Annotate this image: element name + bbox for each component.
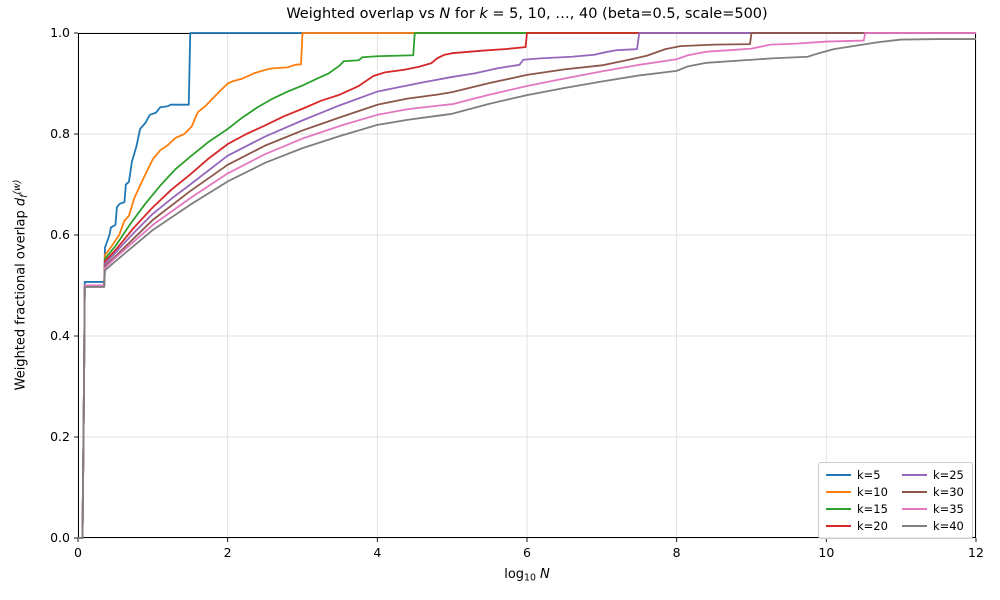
legend-label: k=25 — [932, 468, 964, 482]
legend-item-k-10: k=10 — [826, 485, 888, 499]
chart-title-segment: Weighted overlap vs — [286, 6, 440, 22]
x-tick-label: 2 — [223, 545, 232, 560]
legend-line-sample — [826, 490, 851, 494]
x-tick-label: 4 — [373, 545, 382, 560]
series-line-k-40 — [78, 38, 976, 539]
legend-label: k=20 — [857, 519, 888, 533]
chart-title-segment: = 5, 10, …, 40 (beta=0.5, scale=500) — [487, 6, 768, 22]
legend-label: k=15 — [857, 502, 888, 516]
y-axis-label-segment: Weighted fractional overlap — [13, 206, 29, 391]
legend-line-sample — [901, 507, 927, 511]
legend-item-k-15: k=15 — [826, 502, 888, 516]
y-axis-label-segment: f — [18, 194, 30, 198]
y-axis-label: Weighted fractional overlap df(w) — [12, 180, 30, 391]
y-tick-label: 1.0 — [50, 25, 70, 40]
y-axis-label-segment: (w) — [12, 179, 24, 195]
legend-label: k=10 — [857, 485, 888, 499]
y-tick-label: 0.0 — [50, 530, 70, 545]
legend-line-sample — [901, 473, 927, 477]
y-axis-label-segment: d — [13, 197, 29, 207]
legend-line-sample — [826, 473, 851, 477]
legend-label: k=35 — [932, 502, 964, 516]
legend-item-k-5: k=5 — [826, 468, 888, 482]
chart-title-segment: N — [439, 6, 451, 22]
y-tick-label: 0.6 — [50, 227, 70, 242]
legend-item-k-20: k=20 — [826, 519, 888, 533]
legend-item-k-25: k=25 — [901, 468, 964, 482]
legend-line-sample — [901, 524, 927, 528]
y-tick-label: 0.2 — [50, 429, 70, 444]
x-tick-label: 12 — [968, 545, 984, 560]
x-tick-label: 8 — [672, 545, 681, 560]
x-axis-label-segment: 10 — [524, 572, 536, 584]
series-line-k-35 — [78, 32, 976, 539]
plot-area — [74, 32, 977, 542]
series-line-k-10 — [78, 32, 976, 539]
x-tick-label: 6 — [523, 545, 531, 560]
legend-line-sample — [826, 507, 851, 511]
legend-column: k=5 k=10 k=15 k=20 — [826, 468, 888, 533]
legend-label: k=30 — [932, 485, 964, 499]
legend-item-k-35: k=35 — [901, 502, 964, 516]
chart-title-segment: k — [479, 6, 488, 22]
y-tick-label: 0.8 — [50, 126, 70, 141]
legend-column: k=25 k=30 k=35 k=40 — [901, 468, 964, 533]
x-tick-label: 10 — [818, 545, 835, 560]
chart-title-segment: for — [450, 6, 480, 22]
series-line-k-25 — [78, 32, 976, 539]
x-axis-label: log10 N — [78, 567, 976, 584]
x-tick-label: 0 — [74, 545, 82, 560]
x-axis-label-segment: N — [535, 567, 550, 582]
x-axis-label-segment: log — [504, 567, 525, 582]
legend-line-sample — [826, 524, 851, 528]
legend-line-sample — [901, 490, 927, 494]
legend-item-k-30: k=30 — [901, 485, 964, 499]
chart-title: Weighted overlap vs N for k = 5, 10, …, … — [78, 6, 976, 22]
series-line-k-20 — [78, 32, 976, 539]
legend-label: k=40 — [932, 519, 964, 533]
y-tick-label: 0.4 — [50, 328, 70, 343]
legend-label: k=5 — [857, 468, 881, 482]
legend: k=5 k=10 k=15 k=20 k=25 k=30 k=35 k=40 — [818, 462, 973, 539]
legend-item-k-40: k=40 — [901, 519, 964, 533]
